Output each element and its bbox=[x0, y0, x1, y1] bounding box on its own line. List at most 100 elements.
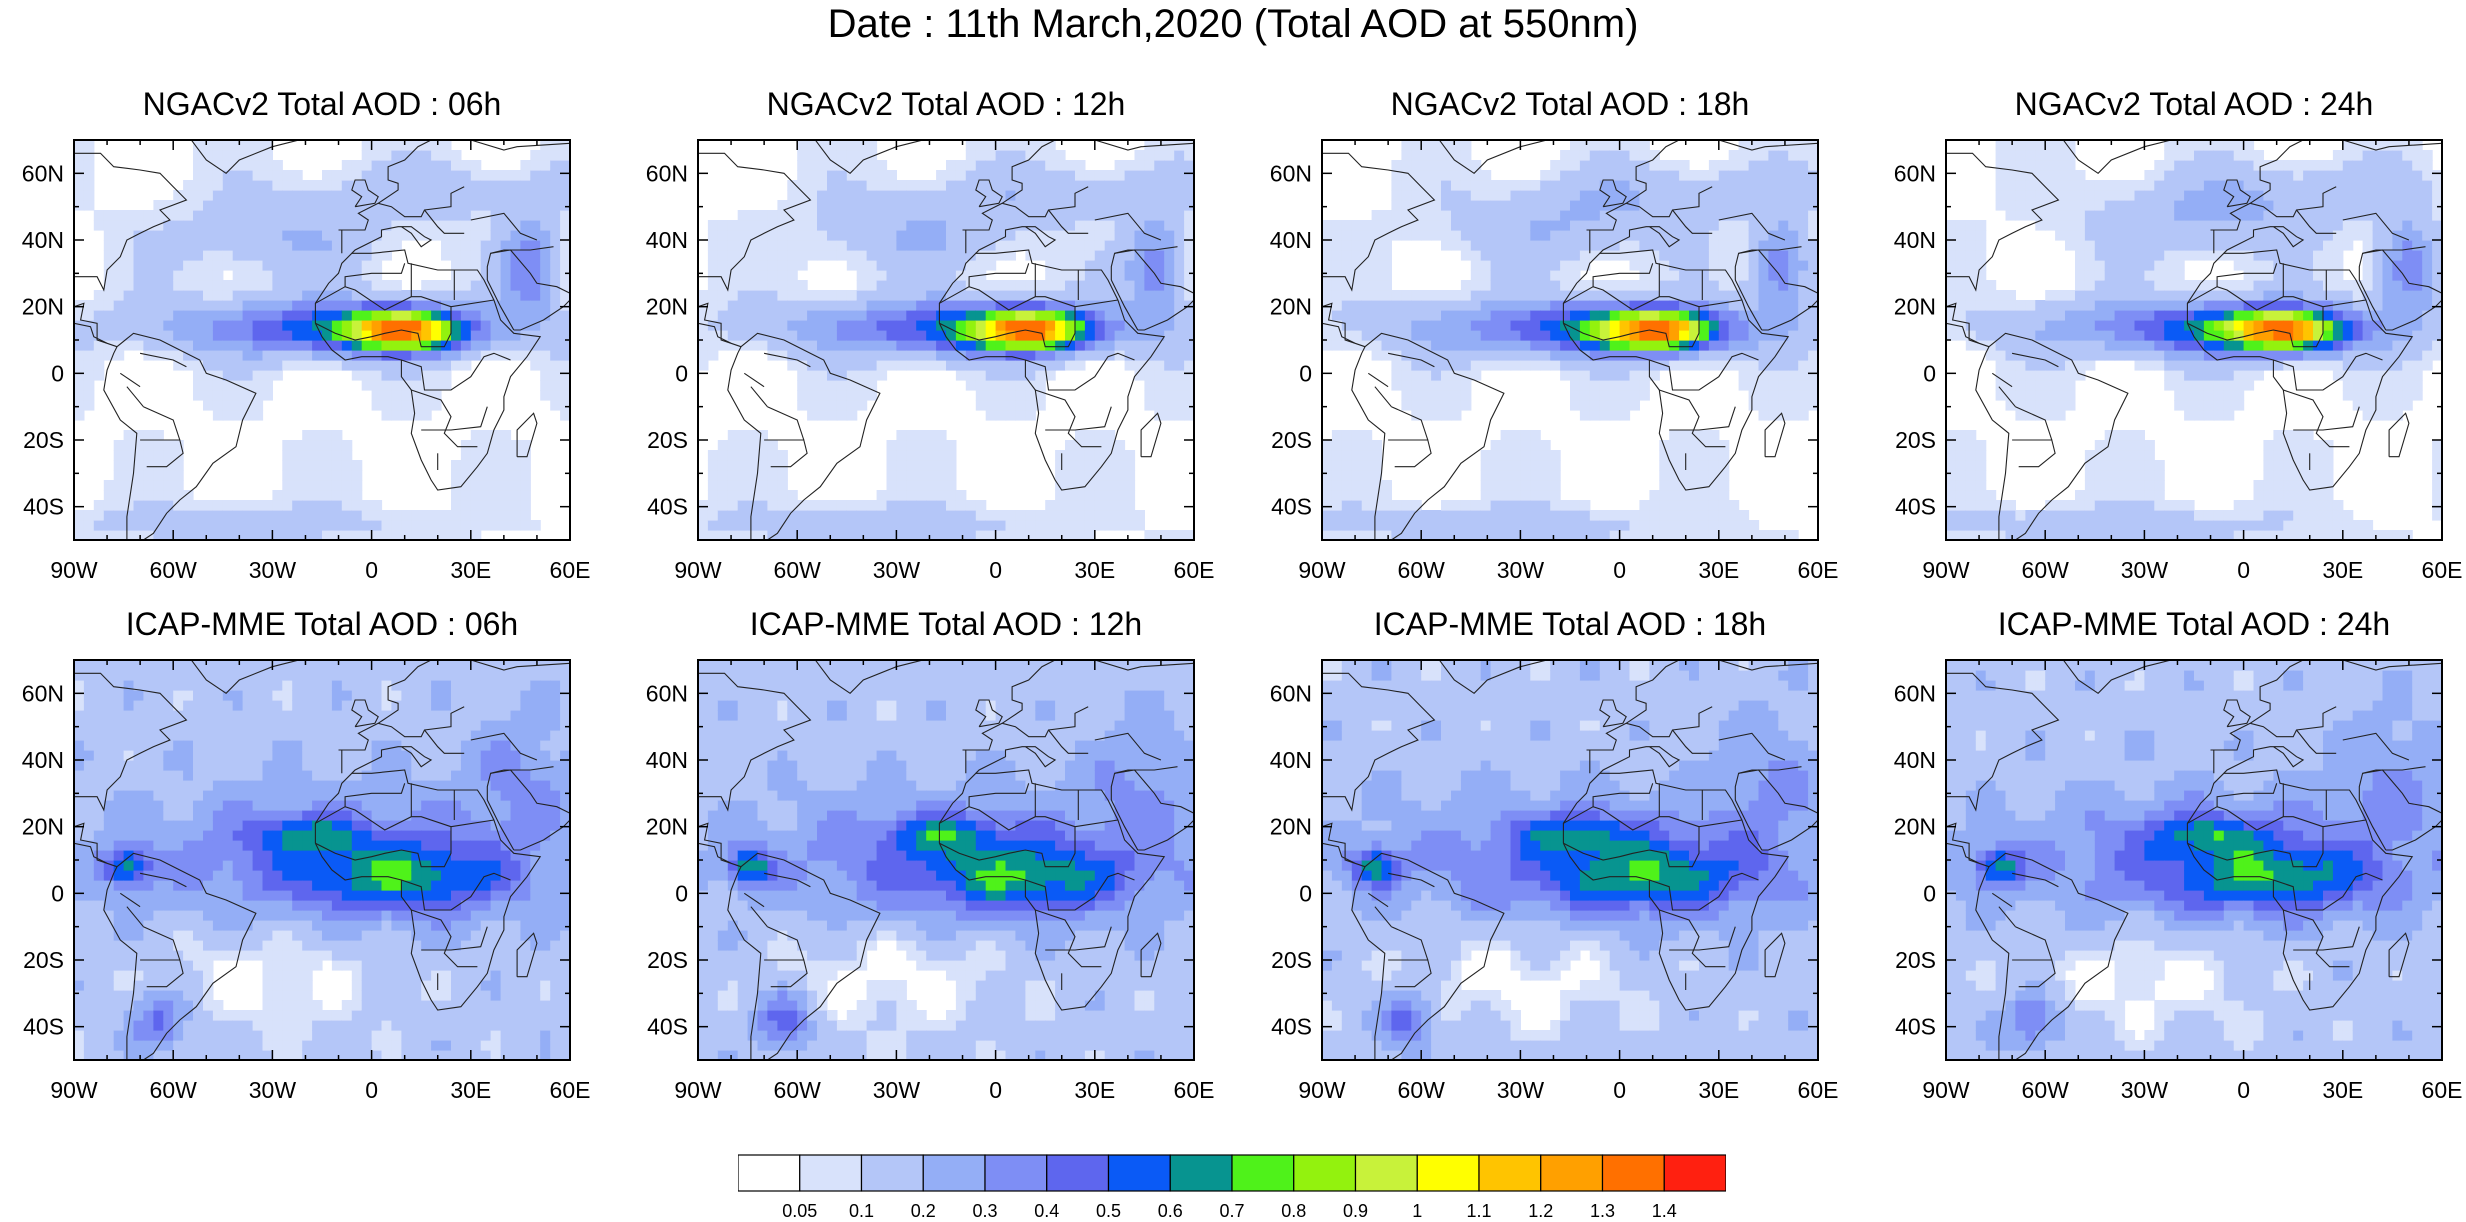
lon-tick-label: 0 bbox=[365, 557, 378, 583]
lat-tick-label: 40N bbox=[1894, 227, 1936, 253]
aod-field bbox=[74, 140, 571, 541]
colorbar-label: 1 bbox=[1412, 1201, 1422, 1221]
lat-tick-label: 60N bbox=[1894, 160, 1936, 186]
lon-tick-label: 30E bbox=[1698, 1077, 1739, 1103]
panel-title: NGACv2 Total AOD : 06h bbox=[142, 86, 502, 122]
lon-tick-label: 30W bbox=[1497, 557, 1545, 583]
colorbar-swatch bbox=[1169, 1154, 1233, 1192]
lat-tick-label: 20S bbox=[23, 427, 64, 453]
lon-tick-label: 30E bbox=[2322, 557, 2363, 583]
lon-tick-label: 0 bbox=[2237, 1077, 2250, 1103]
map-panel-icap-18h: 90W 60W 30W 0 30E 60E 60N 40N 20N 0 20S 40S ICAP-MME… bbox=[1248, 520, 1870, 1103]
colorbar-swatch bbox=[1601, 1154, 1665, 1192]
colorbar-label: 1.4 bbox=[1652, 1201, 1677, 1221]
colorbar-swatch bbox=[1046, 1154, 1110, 1192]
lon-tick-label: 0 bbox=[1613, 557, 1626, 583]
lon-tick-label: 60W bbox=[1398, 557, 1446, 583]
lat-tick-label: 60N bbox=[22, 680, 64, 706]
lon-tick-label: 0 bbox=[989, 557, 1002, 583]
lat-tick-label: 20N bbox=[22, 294, 64, 320]
lat-tick-label: 20N bbox=[1894, 294, 1936, 320]
lat-tick-label: 20N bbox=[646, 814, 688, 840]
lat-tick-label: 40S bbox=[1895, 1014, 1936, 1040]
lat-tick-label: 0 bbox=[1299, 880, 1312, 906]
lon-tick-label: 0 bbox=[2237, 557, 2250, 583]
lat-tick-label: 40N bbox=[646, 747, 688, 773]
lon-tick-label: 30W bbox=[873, 557, 921, 583]
lon-tick-label: 0 bbox=[989, 1077, 1002, 1103]
map-panel-ngac-06h: 90W 60W 30W 0 30E 60E 60N 40N 20N 0 20S 40S NGACv2 T… bbox=[0, 0, 622, 583]
aod-field bbox=[1946, 140, 2443, 541]
map-plot: 90W 60W 30W 0 30E 60E 60N 40N 20N 0 20S 40S bbox=[22, 139, 590, 583]
lon-tick-label: 60W bbox=[774, 1077, 822, 1103]
lon-tick-label: 30E bbox=[1698, 557, 1739, 583]
lon-tick-label: 90W bbox=[1298, 557, 1346, 583]
lon-tick-label: 90W bbox=[1922, 557, 1970, 583]
lon-tick-label: 60W bbox=[150, 557, 198, 583]
lat-tick-label: 40S bbox=[1271, 494, 1312, 520]
aod-field bbox=[698, 660, 1195, 1061]
lat-tick-label: 40S bbox=[647, 1014, 688, 1040]
colorbar-swatch bbox=[799, 1154, 863, 1192]
coastlines bbox=[74, 140, 570, 540]
colorbar-label: 0.6 bbox=[1158, 1201, 1183, 1221]
lat-tick-label: 20S bbox=[1895, 427, 1936, 453]
lon-tick-label: 60W bbox=[150, 1077, 198, 1103]
lon-tick-label: 60W bbox=[2022, 557, 2070, 583]
lon-tick-label: 60E bbox=[1174, 557, 1215, 583]
lon-tick-label: 90W bbox=[50, 557, 98, 583]
lon-tick-label: 60W bbox=[774, 557, 822, 583]
lat-tick-label: 20S bbox=[1271, 947, 1312, 973]
lon-tick-label: 30E bbox=[1074, 557, 1115, 583]
panel-title: NGACv2 Total AOD : 18h bbox=[1390, 86, 1750, 122]
lat-tick-label: 40S bbox=[647, 494, 688, 520]
coastlines bbox=[1946, 140, 2442, 540]
lat-tick-label: 60N bbox=[1894, 680, 1936, 706]
lon-tick-label: 30W bbox=[2121, 1077, 2169, 1103]
panel-title: NGACv2 Total AOD : 12h bbox=[766, 86, 1126, 122]
lat-tick-label: 40S bbox=[1271, 1014, 1312, 1040]
panel-title: ICAP-MME Total AOD : 12h bbox=[749, 606, 1143, 642]
map-plot: 90W 60W 30W 0 30E 60E 60N 40N 20N 0 20S 40S bbox=[1270, 659, 1838, 1103]
panel-title: NGACv2 Total AOD : 24h bbox=[2014, 86, 2374, 122]
lat-tick-label: 40S bbox=[23, 1014, 64, 1040]
lat-tick-label: 20N bbox=[1894, 814, 1936, 840]
lat-tick-label: 40N bbox=[1270, 227, 1312, 253]
lat-tick-label: 0 bbox=[675, 360, 688, 386]
colorbar-label: 1.1 bbox=[1466, 1201, 1491, 1221]
colorbar-label: 0.8 bbox=[1281, 1201, 1306, 1221]
lat-tick-label: 60N bbox=[646, 160, 688, 186]
lon-tick-label: 60E bbox=[1174, 1077, 1215, 1103]
lat-tick-label: 20N bbox=[22, 814, 64, 840]
colorbar-label: 0.3 bbox=[972, 1201, 997, 1221]
lon-tick-label: 60E bbox=[550, 557, 591, 583]
colorbar-label: 0.5 bbox=[1096, 1201, 1121, 1221]
lat-tick-label: 0 bbox=[1923, 360, 1936, 386]
aod-field bbox=[74, 660, 571, 1061]
map-plot: 90W 60W 30W 0 30E 60E 60N 40N 20N 0 20S 40S bbox=[1894, 139, 2462, 583]
lon-tick-label: 0 bbox=[1613, 1077, 1626, 1103]
panel-title: ICAP-MME Total AOD : 06h bbox=[125, 606, 519, 642]
colorbar-swatch bbox=[1416, 1154, 1480, 1192]
map-plot: 90W 60W 30W 0 30E 60E 60N 40N 20N 0 20S 40S bbox=[22, 659, 590, 1103]
colorbar-swatch bbox=[1293, 1154, 1357, 1192]
lon-tick-label: 30W bbox=[873, 1077, 921, 1103]
colorbar-swatch bbox=[1231, 1154, 1295, 1192]
lat-tick-label: 60N bbox=[1270, 680, 1312, 706]
map-plot: 90W 60W 30W 0 30E 60E 60N 40N 20N 0 20S 40S bbox=[646, 139, 1214, 583]
map-panel-icap-12h: 90W 60W 30W 0 30E 60E 60N 40N 20N 0 20S 40S ICAP-MME… bbox=[624, 520, 1246, 1103]
panel-title: ICAP-MME Total AOD : 18h bbox=[1373, 606, 1767, 642]
lon-tick-label: 30E bbox=[450, 1077, 491, 1103]
lat-tick-label: 40N bbox=[646, 227, 688, 253]
colorbar-label: 0.1 bbox=[849, 1201, 874, 1221]
lon-tick-label: 30E bbox=[450, 557, 491, 583]
lon-tick-label: 90W bbox=[50, 1077, 98, 1103]
lon-tick-label: 30W bbox=[249, 1077, 297, 1103]
map-panel-icap-06h: 90W 60W 30W 0 30E 60E 60N 40N 20N 0 20S 40S ICAP-MME… bbox=[0, 520, 622, 1103]
lat-tick-label: 20N bbox=[646, 294, 688, 320]
colorbar-label: 0.7 bbox=[1219, 1201, 1244, 1221]
lat-tick-label: 0 bbox=[51, 880, 64, 906]
lon-tick-label: 30W bbox=[2121, 557, 2169, 583]
lon-tick-label: 60E bbox=[1798, 1077, 1839, 1103]
colorbar-label: 0.4 bbox=[1034, 1201, 1059, 1221]
